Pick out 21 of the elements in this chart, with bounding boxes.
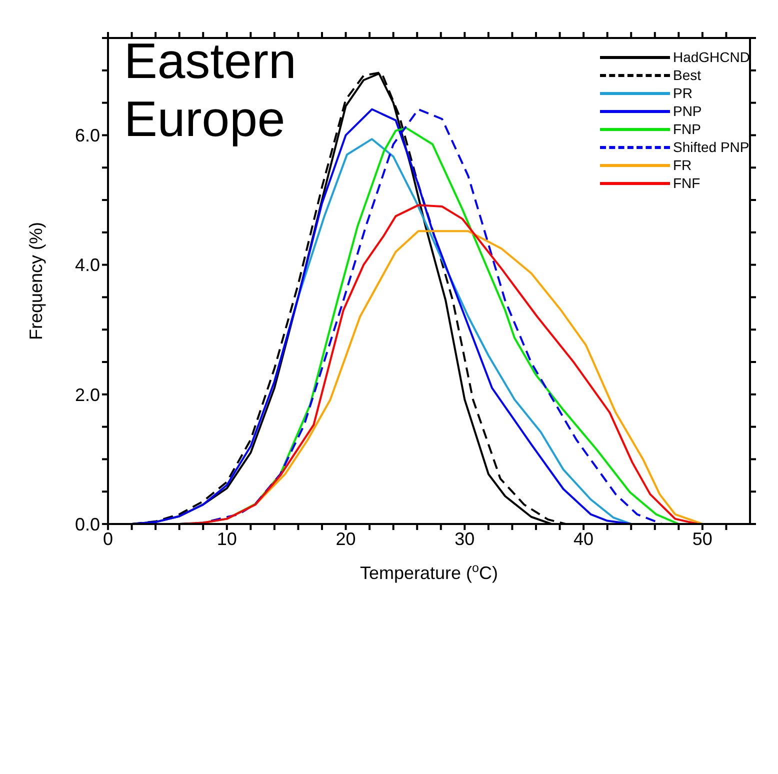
legend-label: FNP [672, 120, 701, 138]
x-tick-label: 0 [102, 528, 114, 549]
text: Eastern Europe [124, 32, 298, 148]
legend-label: PNP [672, 102, 702, 120]
legend-label: Shifted PNP [672, 138, 750, 156]
y-tick-label: 6.0 [74, 126, 100, 146]
x-tick-label: 50 [692, 528, 712, 549]
legend-label: Best [672, 66, 701, 84]
legend-label: HadGHCND [672, 48, 750, 66]
y-axis-title: Frequency (%) [26, 222, 46, 340]
x-tick-label: 10 [216, 528, 237, 549]
x-tick-label: 20 [336, 528, 356, 549]
x-tick-label: 30 [454, 528, 475, 549]
x-tick-label: 40 [574, 528, 594, 549]
y-tick-label: 0.0 [74, 514, 100, 534]
y-tick-label: 4.0 [74, 255, 100, 276]
legend-label: FNF [672, 174, 700, 192]
legend-label: PR [672, 84, 692, 102]
legend-label: FR [672, 156, 692, 174]
x-axis-title: Temperature ($^{o}$C) [360, 561, 498, 583]
y-tick-label: 2.0 [74, 384, 100, 405]
